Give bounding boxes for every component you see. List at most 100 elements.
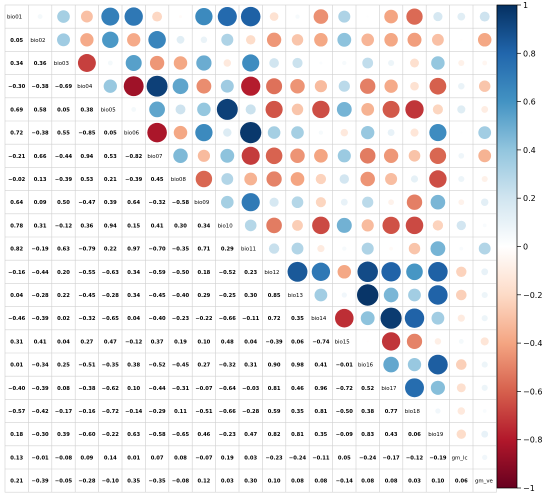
colorbar-tick-label: 0.6	[523, 98, 536, 107]
correlation-value: 0.55	[57, 131, 70, 137]
correlation-value: 0.45	[151, 177, 164, 183]
correlation-circle	[385, 172, 398, 186]
correlation-circle	[172, 78, 189, 95]
correlation-value: −0.39	[125, 177, 143, 183]
correlation-value: 0.94	[104, 223, 117, 229]
correlation-value: 0.29	[197, 293, 210, 299]
correlation-value: 0.19	[221, 455, 234, 461]
correlation-value: 0.06	[408, 432, 421, 438]
correlation-circle	[146, 75, 168, 97]
correlation-circle	[456, 289, 467, 301]
correlation-value: −0.45	[172, 363, 190, 369]
correlation-circle	[431, 33, 444, 46]
correlation-circle	[291, 34, 304, 46]
correlation-value: 0.31	[34, 223, 47, 229]
correlation-circle	[195, 7, 213, 26]
correlation-circle	[291, 196, 304, 209]
variable-label: bio03	[54, 61, 69, 67]
correlation-value: 0.63	[127, 432, 140, 438]
correlation-circle	[404, 308, 425, 328]
correlation-circle	[387, 129, 395, 137]
correlation-circle	[267, 126, 281, 139]
correlation-circle	[178, 15, 183, 19]
correlation-circle	[430, 241, 446, 257]
correlation-value: −0.14	[336, 479, 354, 485]
correlation-circle	[318, 130, 324, 135]
correlation-circle	[314, 288, 328, 302]
variable-label: bio09	[194, 200, 210, 206]
correlation-value: 0.47	[104, 339, 117, 345]
variable-label: bio18	[405, 409, 421, 415]
correlation-value: −0.02	[8, 177, 26, 183]
correlation-value: 0.38	[361, 409, 374, 415]
correlation-value: 0.77	[385, 409, 398, 415]
correlation-value: 0.03	[221, 479, 234, 485]
correlation-value: 0.90	[268, 363, 281, 369]
correlation-circle	[317, 245, 325, 253]
correlation-circle	[245, 104, 256, 115]
correlation-value: 0.30	[174, 223, 187, 229]
correlation-value: −0.65	[172, 432, 190, 438]
correlation-circle	[410, 58, 419, 68]
correlation-value: −0.39	[32, 386, 50, 392]
correlation-circle	[458, 82, 465, 90]
correlation-circle	[196, 78, 212, 94]
correlation-value: 0.82	[268, 432, 281, 438]
correlation-value: −0.34	[32, 363, 50, 369]
correlation-circle	[410, 128, 419, 137]
correlation-circle	[381, 332, 401, 351]
correlation-value: 0.11	[174, 409, 187, 415]
variable-label: bio12	[264, 270, 279, 276]
correlation-value: 0.01	[127, 455, 140, 461]
correlation-value: −0.17	[383, 455, 401, 461]
correlation-value: 0.06	[291, 339, 304, 345]
correlation-circle	[357, 261, 378, 283]
correlation-circle	[152, 11, 163, 22]
correlation-value: −0.01	[32, 455, 50, 461]
correlation-value: −0.32	[78, 316, 96, 322]
correlation-value: 0.08	[385, 479, 398, 485]
correlation-value: 0.98	[291, 363, 304, 369]
correlation-value: 0.13	[10, 455, 23, 461]
variable-label: bio11	[241, 247, 256, 253]
correlation-value: −0.42	[32, 409, 50, 415]
correlation-circle	[481, 175, 488, 183]
correlation-value: −0.28	[32, 293, 50, 299]
correlation-value: 0.01	[10, 363, 23, 369]
correlation-circle	[244, 219, 257, 232]
correlation-value: −0.32	[149, 200, 167, 206]
correlation-value: 0.52	[361, 386, 374, 392]
correlation-value: 0.66	[34, 154, 47, 160]
correlation-circle	[244, 172, 258, 186]
correlation-value: −0.85	[78, 131, 96, 137]
correlation-circle	[265, 100, 283, 118]
correlation-circle	[406, 263, 423, 281]
correlation-value: −0.44	[55, 154, 73, 160]
correlation-circle	[242, 54, 260, 72]
correlation-value: 0.05	[10, 38, 23, 44]
correlation-value: 0.36	[80, 223, 93, 229]
variable-label: bio14	[311, 316, 327, 322]
correlation-value: −0.39	[32, 316, 50, 322]
correlation-value: −0.72	[102, 409, 120, 415]
correlation-circle	[311, 262, 331, 281]
correlation-value: −0.52	[149, 363, 167, 369]
correlation-circle	[478, 80, 491, 92]
correlation-value: 0.08	[361, 479, 374, 485]
correlation-circle	[195, 170, 213, 188]
correlation-circle	[241, 76, 261, 96]
correlation-circle	[315, 173, 327, 185]
correlation-value: 0.19	[174, 339, 187, 345]
correlation-circle	[340, 128, 349, 137]
correlation-value: 0.64	[127, 200, 140, 206]
correlation-circle	[342, 246, 347, 251]
correlation-circle	[366, 15, 369, 18]
correlation-value: −0.82	[125, 154, 143, 160]
correlation-circle	[361, 33, 374, 47]
correlation-circle	[240, 121, 262, 144]
correlation-value: 0.12	[197, 479, 210, 485]
correlation-value: −0.08	[172, 479, 190, 485]
correlation-value: 0.35	[291, 316, 304, 322]
correlation-value: 0.72	[10, 131, 23, 137]
correlation-value: −0.45	[149, 293, 167, 299]
